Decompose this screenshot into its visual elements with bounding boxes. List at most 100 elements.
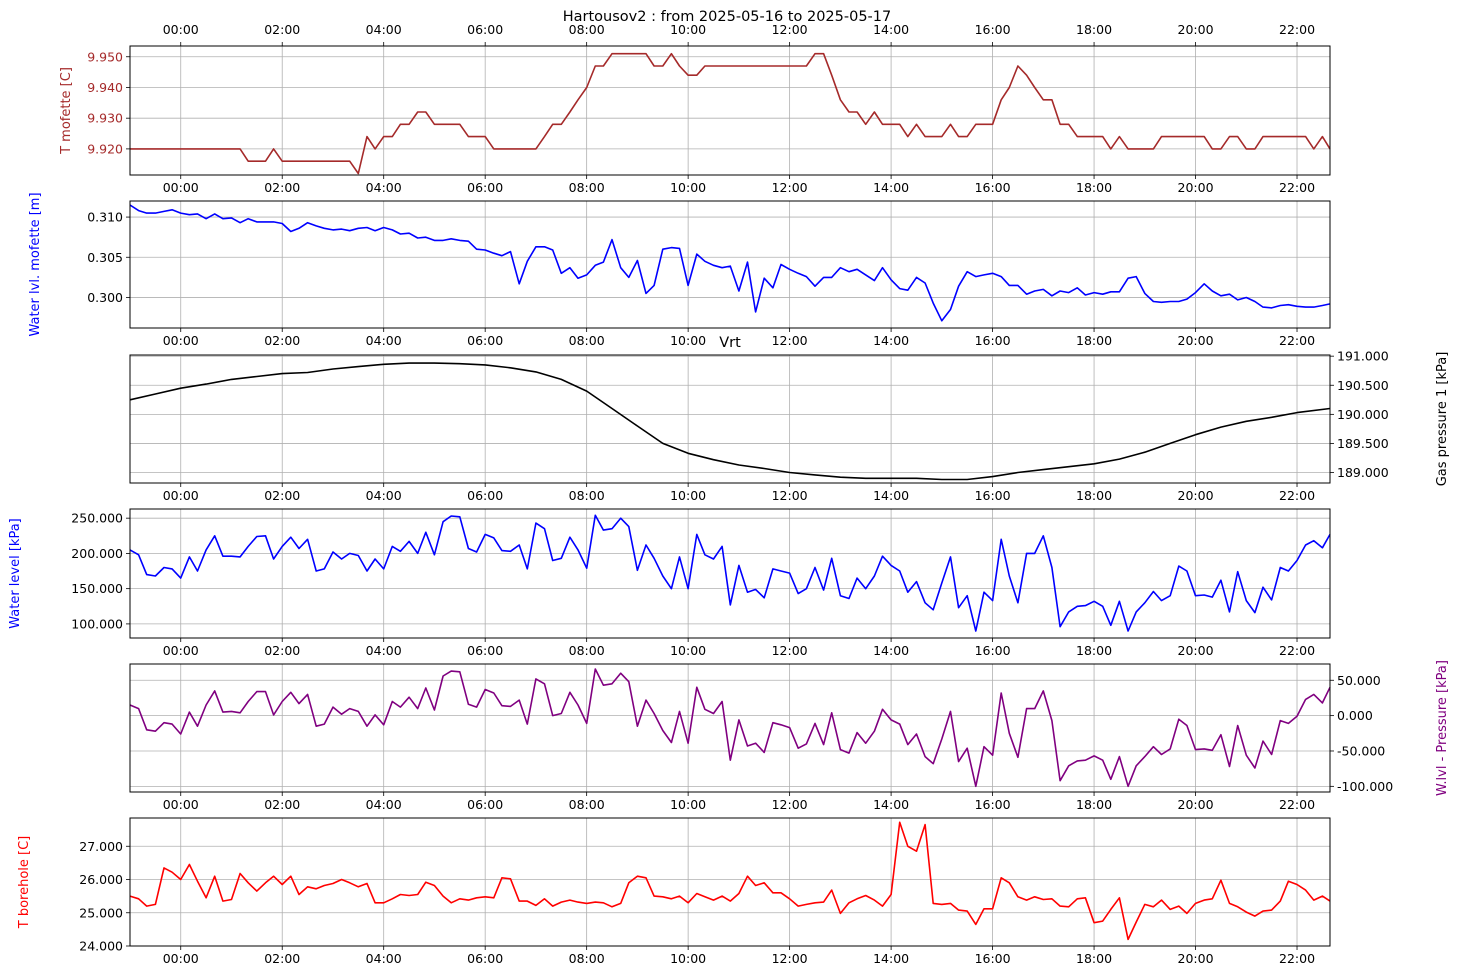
y-tick-label: 25.000 <box>79 905 123 920</box>
x-tick-label: 04:00 <box>366 333 402 348</box>
x-tick-label: 22:00 <box>1279 488 1315 503</box>
x-tick-label: 20:00 <box>1178 180 1214 195</box>
panel-water_lvl_mofette: 00:00 02:00 04:00 06:00 08:00 10:00 12:00 14:00… <box>28 192 1331 348</box>
panel-t_borehole: 00:00 02:00 04:00 06:00 08:00 10:00 12:00 14:00… <box>17 817 1331 966</box>
x-tick-label: 22:00 <box>1279 333 1315 348</box>
series-line-t_mofette <box>130 52 1331 175</box>
y-tick-label: 200.000 <box>71 546 123 561</box>
x-tick-label: 10:00 <box>670 643 706 658</box>
x-tick-label: 12:00 <box>772 797 808 812</box>
x-tick-label: 06:00 <box>467 797 503 812</box>
x-tick-label: 16:00 <box>975 643 1011 658</box>
x-tick-label: 14:00 <box>873 951 909 966</box>
x-tick-label-top: 16:00 <box>975 22 1011 37</box>
x-tick-label: 04:00 <box>366 180 402 195</box>
axes-frame <box>129 817 1331 947</box>
x-tick-label-top: 00:00 <box>163 22 199 37</box>
x-tick-label-top: 10:00 <box>670 22 706 37</box>
x-tick-label: 16:00 <box>975 180 1011 195</box>
x-tick-label: 04:00 <box>366 951 402 966</box>
axes-frame <box>129 508 1331 639</box>
x-tick-label: 00:00 <box>163 797 199 812</box>
x-tick-label-top: 14:00 <box>873 22 909 37</box>
x-tick-label: 10:00 <box>670 180 706 195</box>
x-tick-label-top: 06:00 <box>467 22 503 37</box>
y-tick-label: 0.300 <box>87 290 123 305</box>
x-tick-label: 14:00 <box>873 797 909 812</box>
x-tick-label: 02:00 <box>264 333 300 348</box>
x-tick-label: 22:00 <box>1279 951 1315 966</box>
x-tick-label: 12:00 <box>772 333 808 348</box>
x-tick-label: 04:00 <box>366 488 402 503</box>
x-tick-label-top: 02:00 <box>264 22 300 37</box>
y-tick-label: 9.940 <box>87 80 123 95</box>
x-tick-label: 10:00 <box>670 797 706 812</box>
y-tick-label: 0.310 <box>87 210 123 225</box>
y-tick-label: 250.000 <box>71 511 123 526</box>
x-tick-label: 06:00 <box>467 333 503 348</box>
x-tick-label: 14:00 <box>873 643 909 658</box>
x-tick-label: 02:00 <box>264 951 300 966</box>
x-tick-label: 18:00 <box>1076 180 1112 195</box>
x-tick-label: 02:00 <box>264 797 300 812</box>
y-tick-label: 9.950 <box>87 49 123 64</box>
x-tick-label: 08:00 <box>569 180 605 195</box>
panels-container: 00:00 00:00 02:00 02:00 04:00 04:00 06:00 06:00… <box>8 22 1450 966</box>
x-tick-label: 04:00 <box>366 797 402 812</box>
x-tick-label: 22:00 <box>1279 797 1315 812</box>
x-tick-label: 08:00 <box>569 333 605 348</box>
x-tick-label: 08:00 <box>569 643 605 658</box>
x-tick-label: 18:00 <box>1076 951 1112 966</box>
y-tick-label: 9.920 <box>87 141 123 156</box>
series-line-wlvl_minus_pressure <box>129 668 1331 788</box>
x-tick-label: 06:00 <box>467 180 503 195</box>
y-tick-label: 0.305 <box>87 250 123 265</box>
x-tick-label: 02:00 <box>264 488 300 503</box>
x-tick-label: 16:00 <box>975 797 1011 812</box>
panel-t_mofette: 00:00 00:00 02:00 02:00 04:00 04:00 06:00 06:00… <box>59 22 1331 195</box>
y-tick-label: 9.930 <box>87 111 123 126</box>
x-tick-label: 16:00 <box>975 951 1011 966</box>
series-line-t_borehole <box>129 821 1331 941</box>
x-tick-label: 16:00 <box>975 333 1011 348</box>
x-tick-label: 06:00 <box>467 488 503 503</box>
y-tick-label: 100.000 <box>71 616 123 631</box>
y-axis-label: Gas pressure 1 [kPa] <box>1435 352 1450 487</box>
y-tick-label: 24.000 <box>79 939 123 954</box>
y-axis-label: T borehole [C] <box>17 836 32 930</box>
y-axis-label: Water lvl. mofette [m] <box>28 192 43 336</box>
y-tick-label: 50.000 <box>1337 673 1381 688</box>
x-tick-label: 00:00 <box>163 333 199 348</box>
x-tick-label: 20:00 <box>1178 488 1214 503</box>
x-tick-label: 18:00 <box>1076 333 1112 348</box>
x-tick-label: 12:00 <box>772 180 808 195</box>
x-tick-label: 12:00 <box>772 488 808 503</box>
x-tick-label: 08:00 <box>569 488 605 503</box>
series-line-water_lvl_mofette <box>129 204 1331 322</box>
x-tick-label: 10:00 <box>670 333 706 348</box>
y-tick-label: 150.000 <box>71 581 123 596</box>
x-tick-label: 04:00 <box>366 643 402 658</box>
x-tick-label: 12:00 <box>772 951 808 966</box>
x-tick-label: 06:00 <box>467 643 503 658</box>
y-axis-label: W.lvl - Pressure [kPa] <box>1435 660 1450 796</box>
x-tick-label: 22:00 <box>1279 643 1315 658</box>
x-tick-label-top: 22:00 <box>1279 22 1315 37</box>
y-tick-label: -100.000 <box>1337 779 1393 794</box>
x-tick-label: 20:00 <box>1178 643 1214 658</box>
x-tick-label: 02:00 <box>264 643 300 658</box>
x-tick-label: 20:00 <box>1178 333 1214 348</box>
x-tick-label: 14:00 <box>873 180 909 195</box>
panel-water_level_kpa: 00:00 02:00 04:00 06:00 08:00 10:00 12:00 14:00… <box>8 508 1331 658</box>
y-axis-label: T mofette [C] <box>59 67 74 155</box>
axes-frame <box>129 354 1331 484</box>
x-tick-label-top: 18:00 <box>1076 22 1112 37</box>
x-tick-label: 18:00 <box>1076 488 1112 503</box>
y-axis-label: Water level [kPa] <box>8 518 23 629</box>
x-tick-label: 22:00 <box>1279 180 1315 195</box>
x-tick-label: 08:00 <box>569 951 605 966</box>
x-tick-label: 10:00 <box>670 951 706 966</box>
x-tick-label: 18:00 <box>1076 643 1112 658</box>
y-tick-label: 189.500 <box>1337 436 1389 451</box>
